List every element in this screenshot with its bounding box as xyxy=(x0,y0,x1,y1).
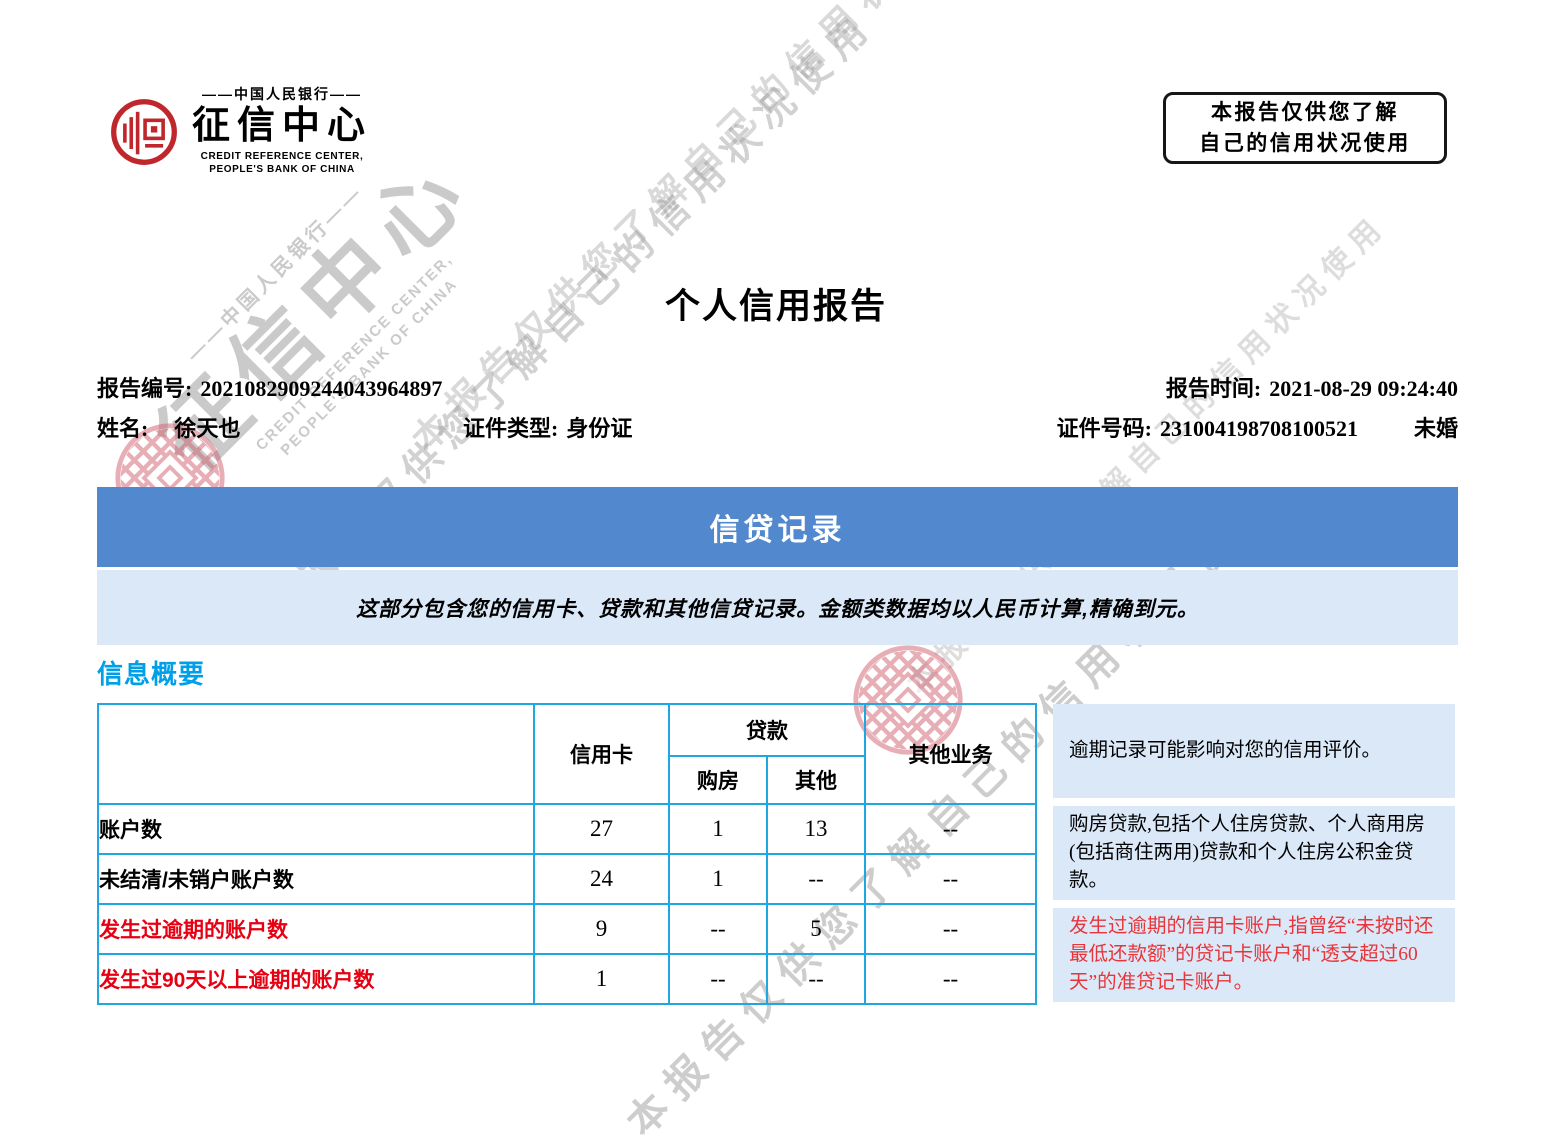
report-no-label: 报告编号: xyxy=(97,376,193,401)
row-other-business: -- xyxy=(864,853,1037,905)
report-time-value: 2021-08-29 09:24:40 xyxy=(1269,376,1458,401)
row-loan-other: -- xyxy=(766,953,866,1005)
table-row: 未结清/未销户账户数 24 1 -- -- xyxy=(97,853,1037,905)
marital-status: 未婚 xyxy=(1413,416,1458,441)
row-credit-card: 24 xyxy=(533,853,670,905)
page-title: 个人信用报告 xyxy=(664,287,887,326)
usage-notice-line1: 本报告仅供您了解 xyxy=(1211,101,1399,124)
usage-notice-line2: 自己的信用状况使用 xyxy=(1199,132,1411,155)
id-type-value: 身份证 xyxy=(566,416,633,441)
logo-center-name: 征信中心 xyxy=(192,105,373,147)
summary-table: 信用卡 贷款 其他业务 购房 其他 账户数 27 1 13 -- 未结清/未销户… xyxy=(97,703,1037,1005)
row-loan-house: 1 xyxy=(668,803,768,855)
side-notes: 逾期记录可能影响对您的信用评价。 购房贷款,包括个人住房贷款、个人商用房(包括商… xyxy=(1053,704,1455,1002)
report-time-label: 报告时间: xyxy=(1165,376,1262,401)
header-credit-card: 信用卡 xyxy=(533,703,670,805)
table-row-overdue-90days: 发生过90天以上逾期的账户数 1 -- -- -- xyxy=(97,953,1037,1005)
logo-bank-name: ——中国人民银行—— xyxy=(202,86,362,102)
report-time: 报告时间: 2021-08-29 09:24:40 xyxy=(1166,371,1458,403)
report-meta-row2: 姓名: 徐天也 证件类型: 身份证 证件号码: 231004198708100521 未… xyxy=(97,411,1458,451)
row-label: 未结清/未销户账户数 xyxy=(97,853,535,905)
name-label: 姓名: xyxy=(97,416,149,441)
report-meta-row1: 报告编号: 2021082909244043964897 报告时间: 2021-08… xyxy=(97,371,1458,411)
table-header-row1: 信用卡 贷款 其他业务 xyxy=(97,703,1037,805)
row-loan-other: 5 xyxy=(766,903,866,955)
row-loan-other: -- xyxy=(766,853,866,905)
id-type: 证件类型: 身份证 xyxy=(463,411,632,443)
note-overdue-impact: 逾期记录可能影响对您的信用评价。 xyxy=(1053,704,1455,798)
header-loan-house: 购房 xyxy=(668,755,768,805)
id-no: 证件号码: 231004198708100521 未婚 xyxy=(1057,411,1458,443)
row-other-business: -- xyxy=(864,903,1037,955)
id-no-label: 证件号码: xyxy=(1056,416,1152,441)
usage-notice-box: 本报告仅供您了解 自己的信用状况使用 xyxy=(1163,92,1447,164)
row-loan-house: -- xyxy=(668,953,768,1005)
row-other-business: -- xyxy=(864,803,1037,855)
table-row-overdue: 发生过逾期的账户数 9 -- 5 -- xyxy=(97,903,1037,955)
row-loan-house: 1 xyxy=(668,853,768,905)
table-row: 账户数 27 1 13 -- xyxy=(97,803,1037,855)
summary-heading: 信息概要 xyxy=(97,659,206,689)
section-banner-credit-records: 信贷记录 xyxy=(97,487,1458,567)
row-label: 账户数 xyxy=(97,803,535,855)
header-blank-cell xyxy=(97,703,535,805)
note-house-loan-definition: 购房贷款,包括个人住房贷款、个人商用房(包括商住两用)贷款和个人住房公积金贷款。 xyxy=(1053,806,1455,900)
row-loan-house: -- xyxy=(668,903,768,955)
name-value: 徐天也 xyxy=(174,416,241,441)
row-label: 发生过90天以上逾期的账户数 xyxy=(97,953,535,1005)
section-description: 这部分包含您的信用卡、贷款和其他信贷记录。金额类数据均以人民币计算,精确到元。 xyxy=(97,570,1458,645)
row-label: 发生过逾期的账户数 xyxy=(97,903,535,955)
report-meta: 报告编号: 2021082909244043964897 报告时间: 2021-08… xyxy=(97,371,1458,451)
credit-report-page: ——中国人民银行—— 征信中心 CREDIT REFERENCE CENTER,… xyxy=(97,84,1458,1005)
pbc-logo-block: ——中国人民银行—— 征信中心 CREDIT REFERENCE CENTER,… xyxy=(110,84,372,177)
row-credit-card: 27 xyxy=(533,803,670,855)
table-header-row2: 购房 其他 xyxy=(98,755,1036,805)
id-type-label: 证件类型: xyxy=(463,416,559,441)
row-other-business: -- xyxy=(864,953,1037,1005)
header-loan-other: 其他 xyxy=(766,755,866,805)
report-no-value: 2021082909244043964897 xyxy=(200,376,443,401)
logo-en-line1: CREDIT REFERENCE CENTER, xyxy=(200,150,364,162)
row-credit-card: 1 xyxy=(533,953,670,1005)
header-loan: 贷款 xyxy=(668,703,866,757)
note-overdue-card-definition: 发生过逾期的信用卡账户,指曾经“未按时还最低还款额”的贷记卡账户和“透支超过60… xyxy=(1053,908,1455,1002)
row-credit-card: 9 xyxy=(533,903,670,955)
row-loan-other: 13 xyxy=(766,803,866,855)
id-no-value: 231004198708100521 xyxy=(1159,416,1358,441)
pbc-red-seal-icon xyxy=(111,99,177,165)
header-other-business: 其他业务 xyxy=(864,703,1037,805)
logo-en-line2: PEOPLE'S BANK OF CHINA xyxy=(209,164,355,176)
